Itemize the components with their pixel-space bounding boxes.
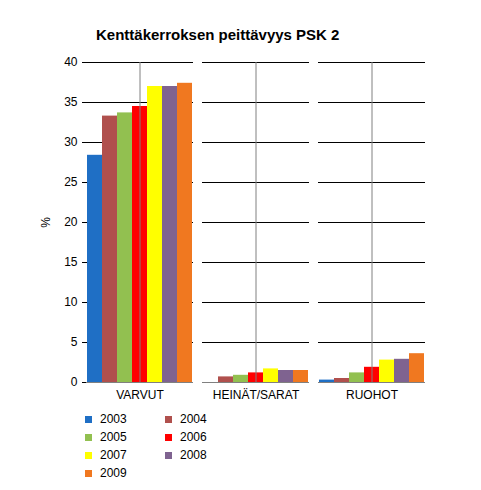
svg-text:0: 0 — [71, 375, 78, 389]
svg-text:VARVUT: VARVUT — [116, 388, 164, 402]
svg-text:%: % — [39, 217, 53, 228]
html-text:2005: 2005 — [100, 430, 127, 444]
svg-text:RUOHOT: RUOHOT — [346, 388, 399, 402]
svg-text:15: 15 — [64, 255, 78, 269]
svg-text:25: 25 — [64, 175, 78, 189]
svg-text:30: 30 — [64, 135, 78, 149]
html-text:2003: 2003 — [100, 412, 127, 426]
svg-text:20: 20 — [64, 215, 78, 229]
html-text:Kenttäkerroksen peittävyys PSK: Kenttäkerroksen peittävyys PSK 2 — [96, 26, 340, 43]
html-text:2008: 2008 — [180, 448, 207, 462]
svg-text:HEINÄT/SARAT: HEINÄT/SARAT — [213, 388, 300, 402]
svg-text:35: 35 — [64, 95, 78, 109]
html-text:2004: 2004 — [180, 412, 207, 426]
html-text:2006: 2006 — [180, 430, 207, 444]
svg-text:10: 10 — [64, 295, 78, 309]
svg-text:5: 5 — [71, 335, 78, 349]
html-text:2009: 2009 — [100, 466, 127, 480]
svg-text:40: 40 — [64, 55, 78, 69]
html-text:2007: 2007 — [100, 448, 127, 462]
